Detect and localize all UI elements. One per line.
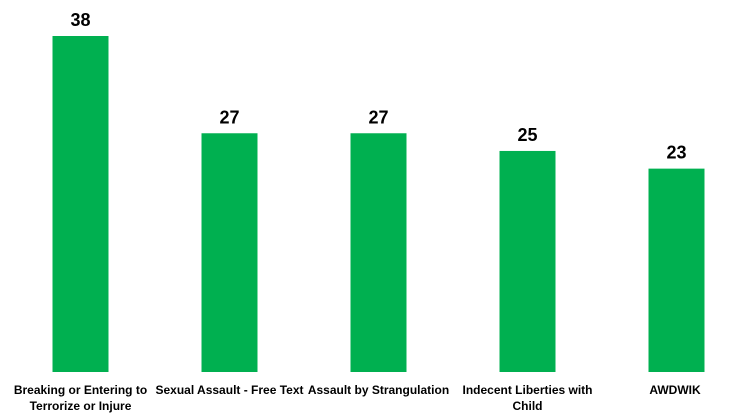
data-label: 27 xyxy=(219,107,239,127)
x-tick-label: Sexual Assault - Free Text xyxy=(155,383,304,397)
bar xyxy=(201,133,258,372)
x-tick-label: AWDWIK xyxy=(649,383,701,397)
x-tick-label: Assault by Strangulation xyxy=(307,383,450,397)
data-label: 25 xyxy=(517,125,537,145)
x-tick-label: Indecent Liberties with Child xyxy=(462,383,593,413)
bar xyxy=(52,36,109,372)
bar xyxy=(648,168,705,372)
data-label: 38 xyxy=(70,10,90,30)
data-label: 27 xyxy=(368,107,388,127)
bar xyxy=(350,133,407,372)
x-tick-label: Breaking or Entering to Terrorize or Inj… xyxy=(13,383,148,413)
bar xyxy=(499,150,556,372)
data-label: 23 xyxy=(666,143,686,163)
